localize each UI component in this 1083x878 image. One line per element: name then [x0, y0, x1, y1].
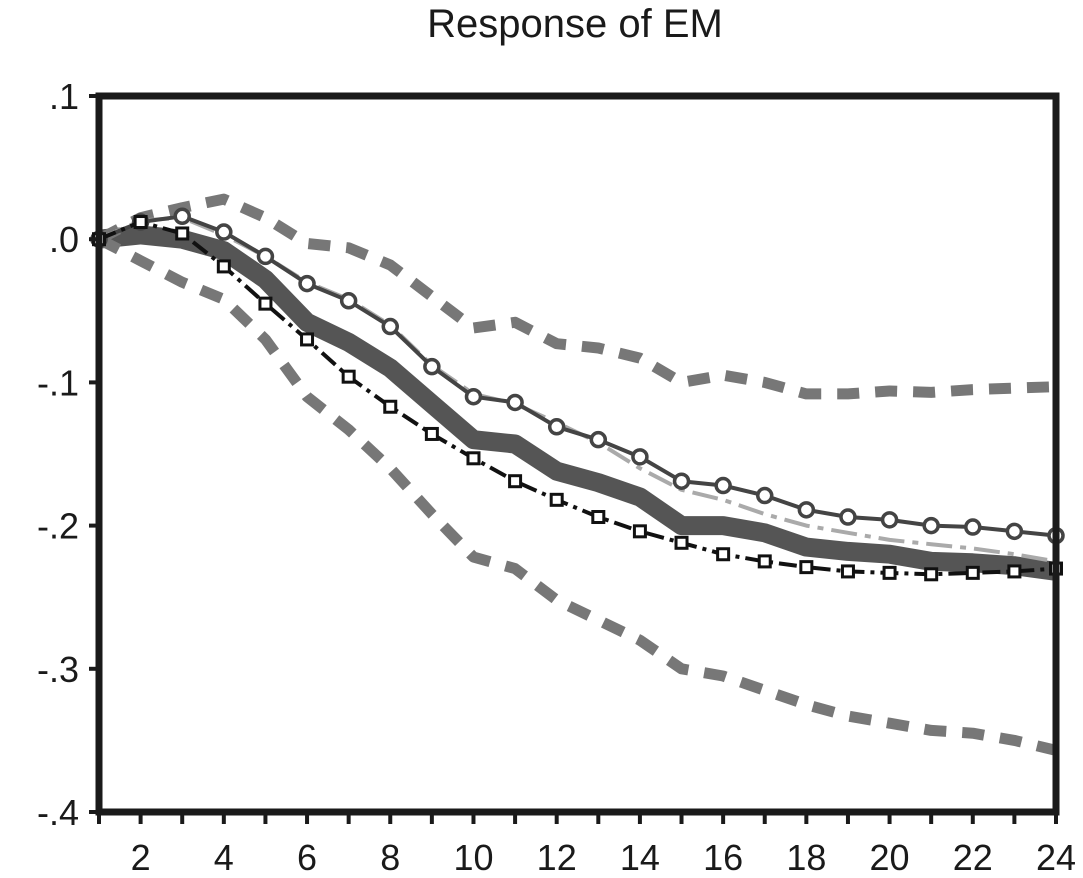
data-point-square [882, 565, 897, 580]
data-point-square [341, 369, 356, 384]
data-point-circle [339, 292, 358, 310]
data-point-circle [1005, 522, 1024, 541]
x-tick-label: 6 [297, 837, 317, 878]
data-point-square [840, 564, 855, 579]
x-tick-label: 22 [953, 837, 993, 878]
plot-series [90, 193, 1065, 756]
data-point-circle [714, 476, 732, 495]
data-point-circle [631, 448, 649, 466]
x-tick-label: 12 [537, 837, 577, 878]
y-tick-label: -.1 [37, 362, 79, 403]
data-point-square [216, 259, 231, 274]
chart-title: Response of EM [427, 2, 723, 46]
x-tick-label: 4 [214, 837, 234, 878]
y-tick-label: -.4 [37, 792, 79, 833]
series-line-dashed-upper-band [96, 193, 1057, 400]
data-point-circle [256, 247, 275, 266]
data-point-circle [423, 357, 441, 376]
data-point-square [549, 492, 564, 507]
data-point-circle [672, 472, 691, 490]
data-point-square [1007, 564, 1022, 579]
data-point-square [924, 567, 939, 582]
x-axis: 2 4 6 8 10 12 14 16 18 20 22 24 [97, 812, 1076, 878]
y-tick-label: -.3 [37, 649, 79, 690]
data-point-circle [173, 207, 191, 226]
y-tick-label: .1 [49, 76, 79, 117]
data-point-circle [880, 511, 899, 529]
y-tick-label: .0 [49, 219, 79, 260]
data-point-circle [506, 393, 524, 412]
data-point-square [757, 554, 772, 569]
data-point-square [965, 565, 980, 580]
data-point-circle [381, 317, 400, 336]
series-line-thick-solid [98, 225, 1058, 581]
data-point-circle [797, 501, 816, 519]
x-tick-label: 8 [380, 837, 400, 878]
x-tick-label: 24 [1036, 837, 1076, 878]
x-tick-label: 16 [703, 837, 743, 878]
data-point-circle [298, 274, 316, 293]
data-point-circle [215, 223, 233, 241]
data-point-square [175, 226, 190, 241]
data-point-square [383, 399, 398, 414]
x-tick-label: 14 [620, 837, 660, 878]
series-line-dashed-lower-band [96, 234, 1058, 756]
data-point-square [508, 474, 523, 489]
x-tick-label: 10 [453, 837, 493, 878]
data-point-circle [464, 387, 483, 406]
y-tick-label: -.2 [37, 506, 79, 547]
data-point-square [258, 296, 273, 311]
plot-frame [95, 92, 1060, 816]
x-tick-label: 2 [131, 837, 151, 878]
data-point-circle [839, 508, 857, 526]
x-tick-label: 20 [870, 837, 910, 878]
data-point-square [674, 535, 689, 550]
data-point-square [632, 524, 647, 539]
data-point-square [133, 215, 148, 230]
data-point-circle [964, 518, 982, 536]
data-point-circle [922, 516, 940, 535]
data-point-circle [755, 486, 774, 505]
data-point-square [424, 426, 439, 441]
data-point-square [716, 547, 731, 562]
data-point-square [591, 510, 606, 525]
y-axis: .1 .0 -.1 -.2 -.3 -.4 [37, 76, 99, 833]
data-point-square [799, 560, 814, 575]
data-point-circle [547, 418, 566, 436]
data-point-square [466, 451, 481, 466]
data-point-circle [589, 430, 608, 449]
data-point-square [300, 332, 315, 347]
x-tick-label: 18 [786, 837, 826, 878]
